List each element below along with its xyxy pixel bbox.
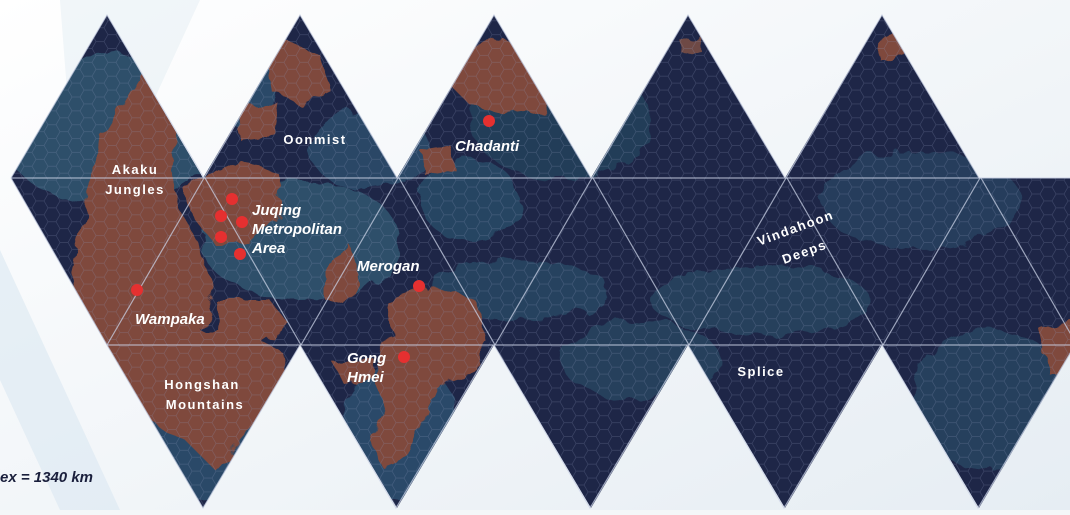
triangle-edge: [494, 177, 593, 346]
region-label-hongshan-1: Hongshan: [164, 377, 240, 392]
scale-label: ex = 1340 km: [0, 469, 93, 486]
city-markers: [131, 115, 495, 363]
triangle-edge: [204, 177, 302, 346]
city-label-wampaka: Wampaka: [135, 311, 205, 328]
city-dot-juqing[interactable]: [215, 210, 227, 222]
city-dot-juqing[interactable]: [234, 248, 246, 260]
triangle-edge: [106, 344, 301, 510]
city-label-juqing-1: Juqing: [252, 202, 301, 219]
triangle-edge: [203, 13, 398, 179]
triangle-edge: [300, 177, 399, 346]
city-dot-wampaka[interactable]: [131, 284, 143, 296]
triangle-edge: [10, 13, 205, 179]
triangle-edge: [299, 344, 494, 510]
decorative-band: [0, 250, 120, 510]
city-dot-chadanti[interactable]: [483, 115, 495, 127]
city-label-juqing-2: Metropolitan: [252, 221, 342, 238]
triangle-edges: [10, 13, 1070, 510]
city-dot-merogan[interactable]: [413, 280, 425, 292]
city-dot-juqing[interactable]: [226, 193, 238, 205]
triangle-edge: [980, 177, 1070, 335]
region-label-hongshan-2: Mountains: [166, 397, 245, 412]
city-label-gong-hmei-2: Hmei: [347, 369, 385, 386]
triangle-edge: [786, 177, 884, 346]
city-label-chadanti: Chadanti: [455, 138, 520, 155]
triangle-edge: [398, 177, 496, 346]
region-label-akaku-1: Akaku: [112, 162, 159, 177]
triangle-edge: [10, 177, 108, 346]
city-labels: Chadanti Juqing Metropolitan Area Meroga…: [135, 138, 520, 386]
region-label-splice: Splice: [737, 364, 784, 379]
city-dot-juqing[interactable]: [215, 231, 227, 243]
region-label-oonmist: Oonmist: [283, 132, 346, 147]
triangle-edge: [106, 177, 205, 346]
triangle-edge: [493, 344, 688, 510]
city-dot-gong-hmei[interactable]: [398, 351, 410, 363]
triangle-edge: [688, 177, 787, 346]
city-dot-juqing[interactable]: [236, 216, 248, 228]
region-label-akaku-2: Jungles: [105, 182, 165, 197]
city-label-merogan: Merogan: [357, 258, 420, 275]
triangle-edge: [785, 13, 980, 179]
triangle-edge: [687, 344, 882, 510]
triangle-edge: [591, 13, 786, 179]
triangle-edge: [592, 177, 690, 346]
city-label-gong-hmei-1: Gong: [347, 350, 386, 367]
triangle-edge: [882, 177, 981, 346]
triangle-edge: [881, 344, 1070, 510]
triangle-edge: [397, 13, 592, 179]
city-label-juqing-3: Area: [251, 240, 285, 257]
